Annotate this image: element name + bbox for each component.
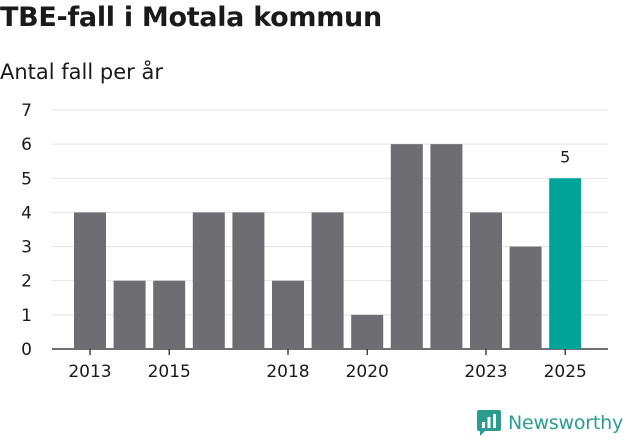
bar-2022 — [430, 144, 463, 349]
brand-logo[interactable]: Newsworthy — [476, 406, 623, 440]
chart-title: TBE-fall i Motala kommun — [0, 2, 382, 33]
bar-2024 — [509, 246, 542, 349]
x-axis-ticks: 2013 2015 2018 2020 2023 2025 — [68, 349, 587, 382]
newsworthy-logo-icon — [477, 410, 501, 436]
x-tick-label-2018: 2018 — [266, 362, 309, 382]
bar-2018 — [272, 280, 304, 349]
bar-2015 — [153, 280, 186, 349]
bar-2019 — [311, 212, 344, 349]
bar-2021 — [390, 144, 423, 349]
y-tick-label-1: 1 — [21, 306, 32, 326]
x-tick-label-2020: 2020 — [346, 362, 389, 382]
x-tick-label-2015: 2015 — [148, 362, 191, 382]
y-axis-tick-labels: 0 1 2 3 4 5 6 7 — [21, 101, 32, 360]
data-label-2025: 5 — [560, 147, 570, 166]
x-tick-label-2023: 2023 — [464, 362, 507, 382]
y-tick-label-2: 2 — [21, 272, 32, 292]
bar-2014 — [113, 280, 146, 349]
bar-2020 — [351, 314, 384, 349]
y-tick-label-3: 3 — [21, 238, 32, 258]
bar-2013 — [74, 212, 106, 349]
bar-2023 — [470, 212, 502, 349]
y-tick-label-5: 5 — [21, 169, 32, 189]
y-tick-label-7: 7 — [21, 101, 32, 121]
x-tick-label-2013: 2013 — [68, 362, 111, 382]
chart-subtitle: Antal fall per år — [0, 60, 163, 84]
y-tick-label-0: 0 — [21, 340, 32, 360]
x-tick-label-2025: 2025 — [544, 362, 587, 382]
bars — [74, 144, 582, 349]
data-labels: 5 — [560, 147, 570, 166]
bar-2016 — [192, 212, 225, 349]
bar-2017 — [232, 212, 265, 349]
brand-name: Newsworthy — [508, 412, 624, 434]
y-tick-label-4: 4 — [21, 203, 32, 223]
y-tick-label-6: 6 — [21, 135, 32, 155]
bar-2025 — [549, 178, 582, 349]
